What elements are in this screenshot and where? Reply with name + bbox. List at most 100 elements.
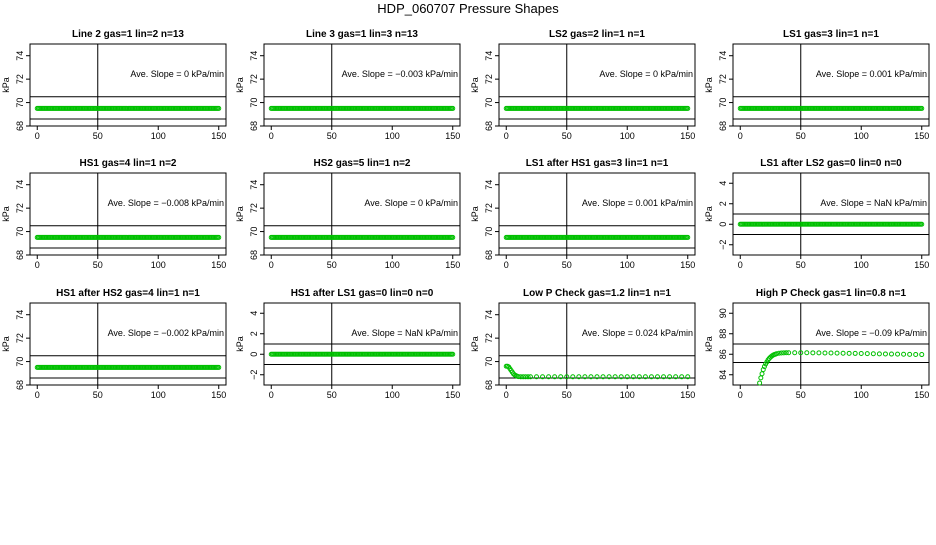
data-point — [630, 374, 636, 380]
slope-annotation: Ave. Slope = −0.008 kPa/min — [108, 198, 224, 208]
y-axis-label: kPa — [704, 206, 714, 222]
y-tick-label: 70 — [249, 98, 259, 108]
data-point — [534, 374, 540, 380]
chart-title: LS2 gas=2 lin=1 n=1 — [549, 29, 645, 40]
x-tick-label: 150 — [914, 390, 929, 400]
data-series — [503, 234, 691, 240]
y-tick-label: 72 — [249, 203, 259, 213]
y-tick-label: 72 — [484, 74, 494, 84]
x-tick-label: 0 — [504, 260, 509, 270]
y-tick-label: 70 — [718, 98, 728, 108]
x-tick-label: 50 — [796, 260, 806, 270]
y-tick-label: 74 — [484, 51, 494, 61]
slope-annotation: Ave. Slope = 0.001 kPa/min — [582, 198, 693, 208]
y-tick-label: 68 — [15, 121, 25, 131]
y-tick-label: 70 — [484, 98, 494, 108]
data-point — [588, 374, 594, 380]
y-tick-label: 74 — [718, 51, 728, 61]
y-tick-label: 4 — [249, 311, 259, 316]
data-point — [822, 350, 828, 356]
data-point — [919, 105, 925, 111]
y-tick-label: 72 — [15, 74, 25, 84]
x-tick-label: 100 — [854, 390, 869, 400]
x-tick-label: 100 — [151, 390, 166, 400]
plot-frame — [29, 172, 227, 256]
data-point — [761, 364, 767, 370]
slope-annotation: Ave. Slope = 0.001 kPa/min — [816, 69, 927, 79]
y-tick-label: 70 — [484, 357, 494, 367]
x-tick-label: 0 — [269, 390, 274, 400]
x-tick-label: 0 — [35, 390, 40, 400]
slope-annotation: Ave. Slope = 0 kPa/min — [364, 198, 458, 208]
y-axis-label: kPa — [470, 206, 480, 222]
y-tick-label: 74 — [484, 310, 494, 320]
plot-frame — [498, 302, 696, 386]
y-tick-label: 72 — [15, 203, 25, 213]
data-point — [774, 351, 780, 357]
y-tick-label: 72 — [484, 333, 494, 343]
y-tick-label: 70 — [484, 227, 494, 237]
data-point — [552, 374, 558, 380]
data-point — [642, 374, 648, 380]
y-axis-label: kPa — [470, 77, 480, 93]
slope-annotation: Ave. Slope = −0.002 kPa/min — [108, 328, 224, 338]
chart-title: Line 2 gas=1 lin=2 n=13 — [72, 29, 184, 40]
data-series — [34, 234, 222, 240]
data-series — [268, 105, 456, 111]
chart-title: HS2 gas=5 lin=1 n=2 — [314, 158, 411, 169]
x-tick-label: 0 — [269, 131, 274, 141]
x-tick-label: 0 — [738, 131, 743, 141]
y-tick-label: 86 — [718, 349, 728, 359]
data-point — [216, 234, 222, 240]
y-tick-label: −2 — [249, 370, 259, 380]
chart-title: Line 3 gas=1 lin=3 n=13 — [306, 29, 418, 40]
x-tick-label: 100 — [854, 131, 869, 141]
y-tick-label: 72 — [15, 333, 25, 343]
data-point — [792, 350, 798, 356]
x-tick-label: 150 — [914, 131, 929, 141]
y-tick-label: 74 — [15, 51, 25, 61]
x-tick-label: 100 — [620, 131, 635, 141]
chart-title: High P Check gas=1 lin=0.8 n=1 — [756, 288, 907, 299]
data-point — [624, 374, 630, 380]
data-point — [895, 351, 901, 357]
y-tick-label: 70 — [15, 227, 25, 237]
data-series — [34, 105, 222, 111]
y-tick-label: 88 — [718, 329, 728, 339]
y-tick-label: 0 — [718, 222, 728, 227]
slope-annotation: Ave. Slope = 0 kPa/min — [599, 69, 693, 79]
data-point — [600, 374, 606, 380]
plot-frame — [263, 172, 461, 256]
y-tick-label: 68 — [15, 380, 25, 390]
y-tick-label: 74 — [249, 51, 259, 61]
data-point — [870, 351, 876, 357]
data-series — [737, 105, 925, 111]
data-point — [858, 351, 864, 357]
x-tick-label: 150 — [211, 131, 226, 141]
x-tick-label: 50 — [562, 390, 572, 400]
data-point — [685, 105, 691, 111]
slope-annotation: Ave. Slope = −0.09 kPa/min — [816, 328, 927, 338]
x-tick-label: 50 — [327, 390, 337, 400]
data-point — [546, 374, 552, 380]
data-point — [594, 374, 600, 380]
x-tick-label: 150 — [445, 260, 460, 270]
x-tick-label: 0 — [269, 260, 274, 270]
data-point — [558, 374, 564, 380]
y-axis-label: kPa — [470, 336, 480, 352]
chart-panel-3: LS2 gas=2 lin=1 n=1 0 50 100 150 68 70 72 74 kPa A… — [470, 29, 696, 141]
y-tick-label: 68 — [484, 250, 494, 260]
y-axis-label: kPa — [235, 206, 245, 222]
y-tick-label: 68 — [249, 121, 259, 131]
data-point — [852, 350, 858, 356]
y-tick-label: 70 — [249, 227, 259, 237]
x-tick-label: 100 — [151, 260, 166, 270]
chart-panel-1: Line 2 gas=1 lin=2 n=13 0 50 100 150 68 70 72 74… — [1, 29, 227, 141]
y-tick-label: 70 — [15, 357, 25, 367]
y-axis-label: kPa — [1, 336, 11, 352]
y-tick-label: 90 — [718, 308, 728, 318]
x-tick-label: 150 — [680, 131, 695, 141]
data-point — [450, 105, 456, 111]
